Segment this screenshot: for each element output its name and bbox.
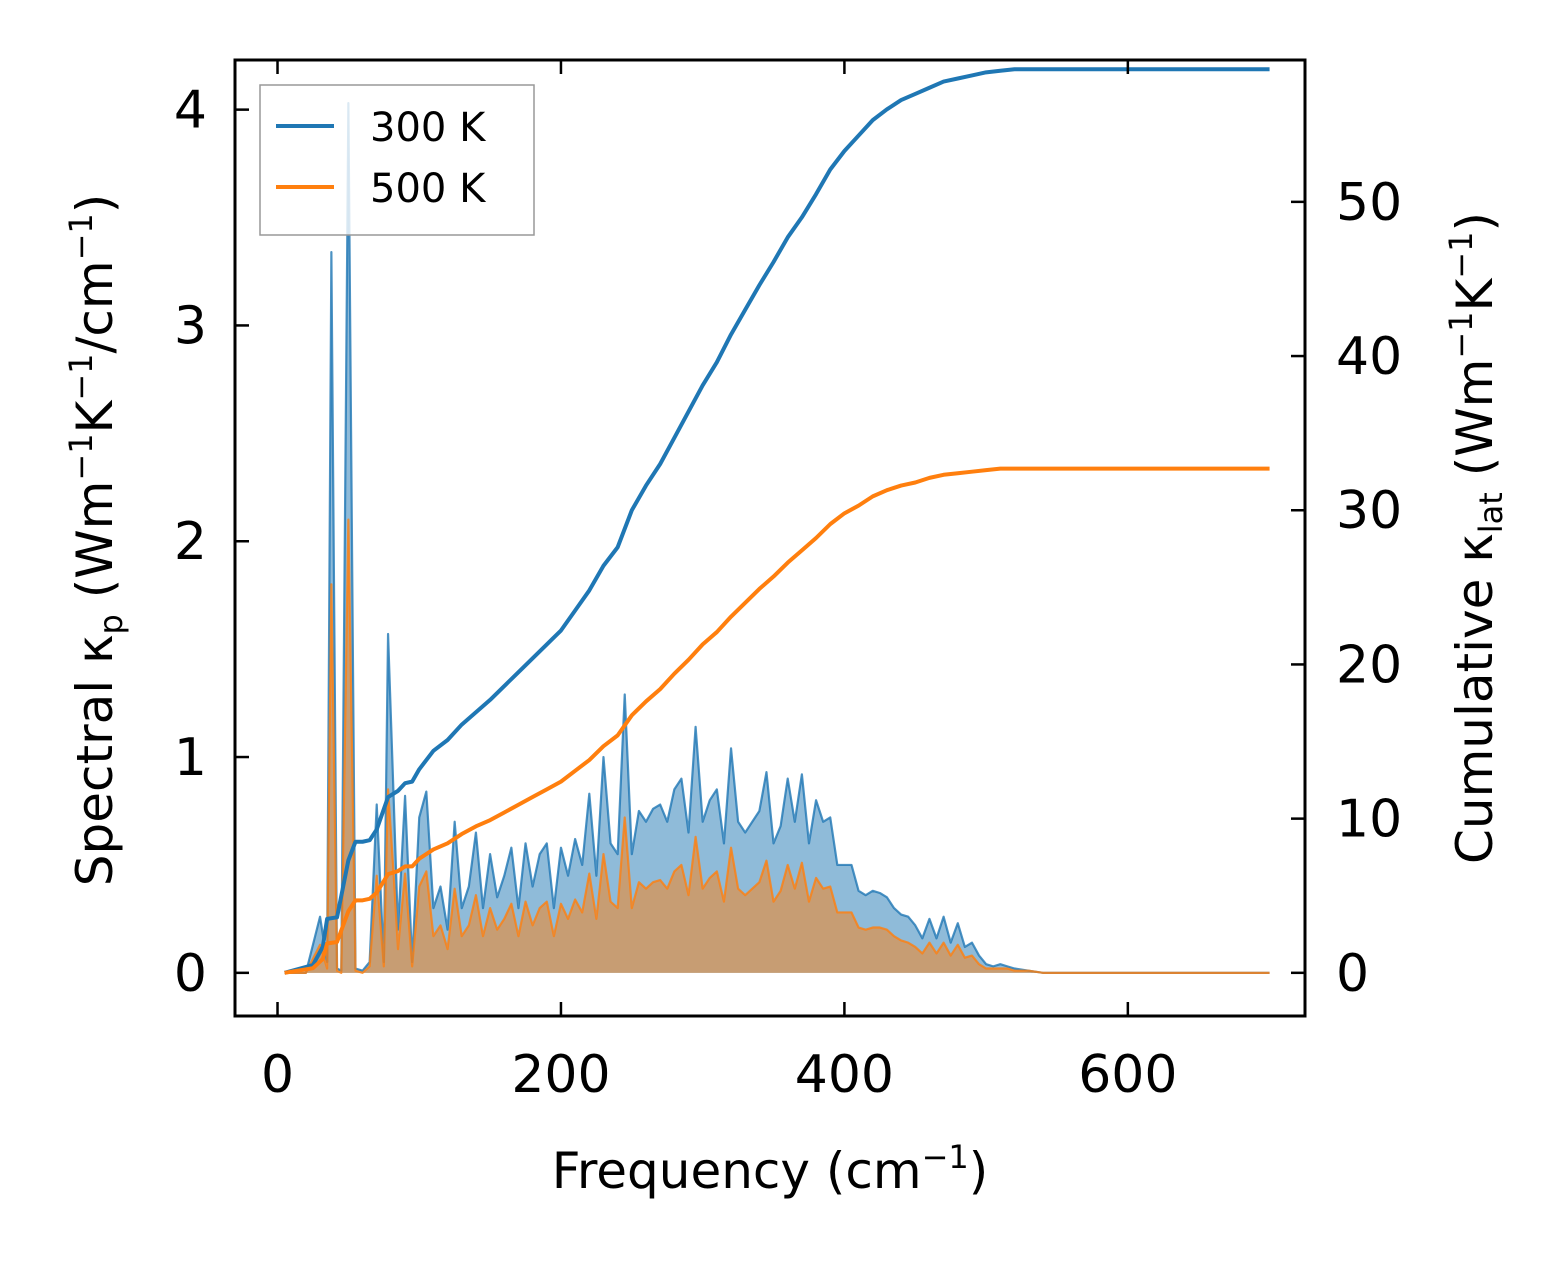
spectral-line-500k [284,518,1270,974]
y-tick-label-right: 50 [1336,173,1402,233]
legend: 300 K 500 K [259,84,535,236]
y-tick-label-left: 1 [174,728,207,788]
legend-label-300k: 300 K [370,105,487,151]
x-axis-label: Frequency (cm−1) [552,1138,989,1200]
x-tick-label: 400 [795,1045,894,1105]
cumulative-line-500k [284,466,1270,975]
axis-ticks [235,60,1305,1016]
x-tick-label: 0 [261,1045,294,1105]
spectral-lines [284,102,1270,974]
y-tick-label-left: 2 [174,512,207,572]
y-axis-right-label: Cumulative κlat (Wm−1K−1) [1442,212,1510,864]
cumulative-line-300k [284,67,1270,975]
legend-label-500k: 500 K [370,166,487,212]
x-tick-label: 200 [511,1045,610,1105]
y-tick-label-right: 40 [1336,327,1402,387]
y-tick-label-right: 30 [1336,481,1402,541]
x-tick-label: 600 [1078,1045,1177,1105]
y-tick-label-left: 4 [174,81,207,141]
cumulative-lines [284,67,1270,975]
y-tick-label-right: 10 [1336,790,1402,850]
spectral-line-300k [284,102,1270,974]
y-tick-label-right: 20 [1336,635,1402,695]
y-axis-left-label: Spectral κp (Wm−1K−1/cm−1) [62,194,130,887]
y-tick-label-left: 0 [174,944,207,1004]
legend-box [259,84,535,236]
plot-frame [233,58,1307,1018]
y-tick-label-left: 3 [174,296,207,356]
y-tick-label-right: 0 [1336,944,1369,1004]
